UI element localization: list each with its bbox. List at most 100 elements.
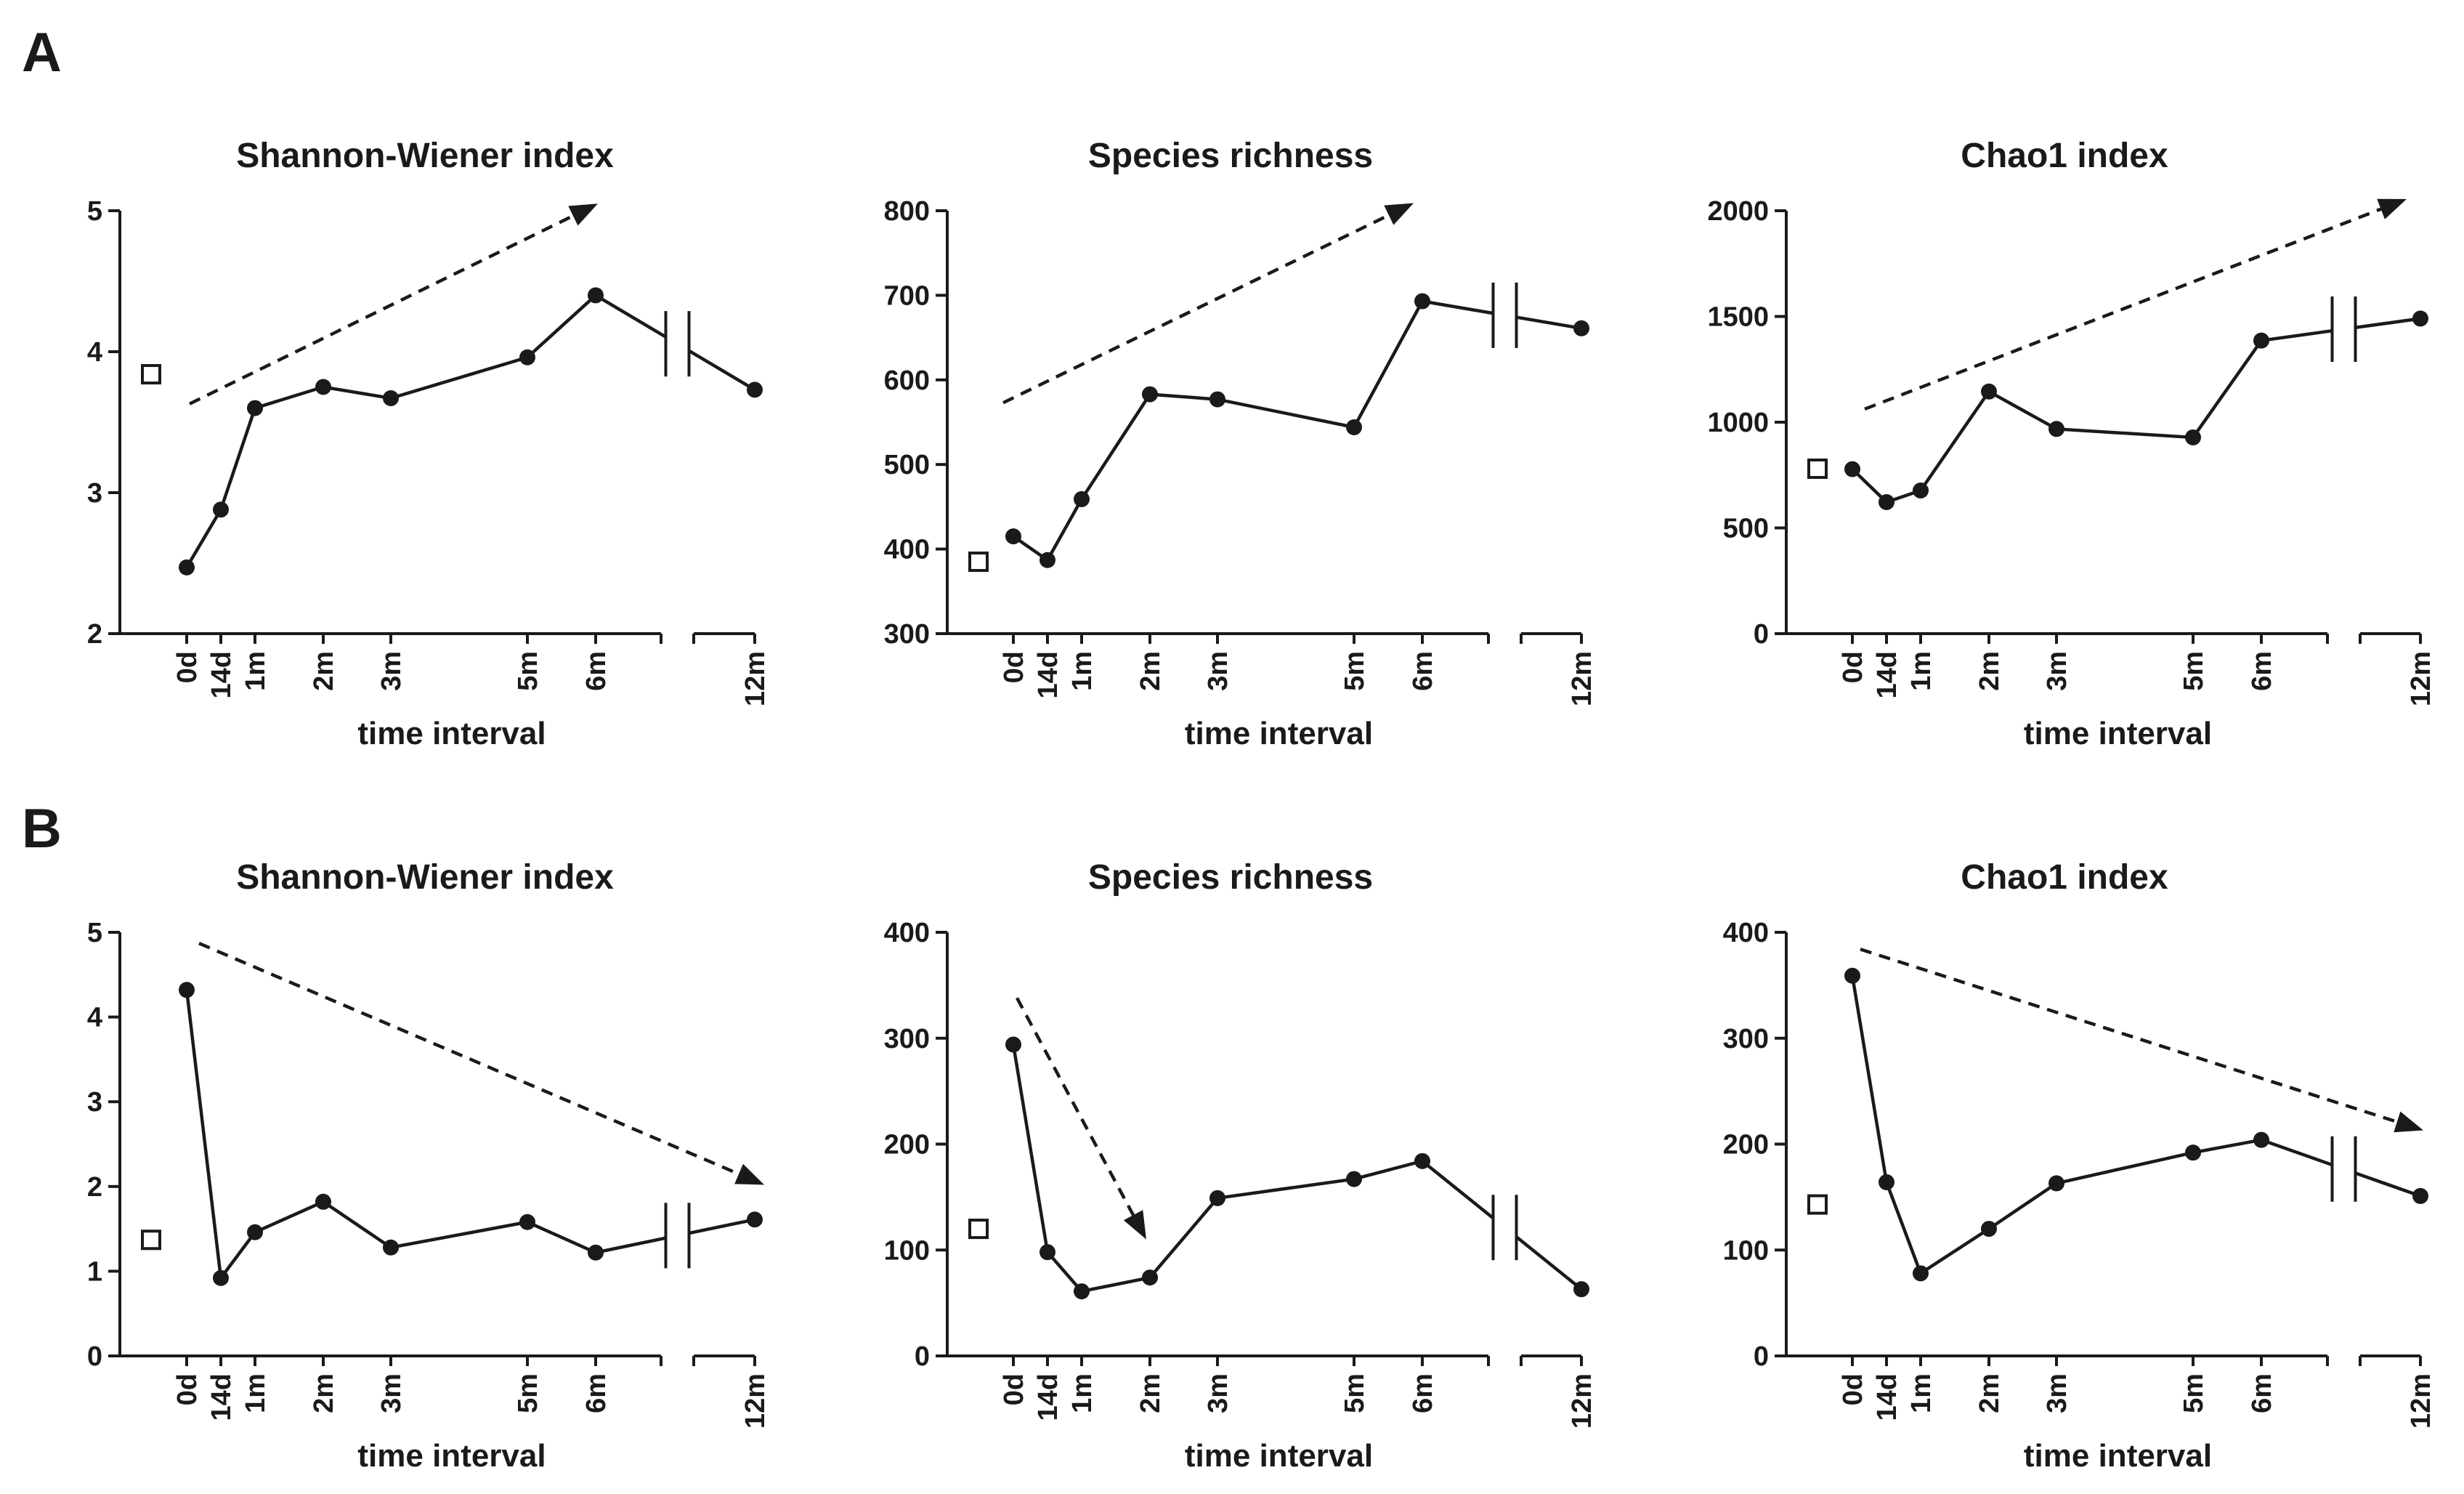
- x-tick-label: 3m: [2042, 1373, 2072, 1413]
- x-tick-label: 12m: [2406, 651, 2436, 706]
- trend-arrow-head: [734, 1163, 764, 1185]
- data-point-0d: [179, 982, 195, 998]
- chart-title: Chao1 index: [1961, 858, 2168, 897]
- x-tick-label: 3m: [1203, 1373, 1233, 1413]
- x-tick-label: 0d: [172, 1373, 203, 1405]
- data-point-2m: [315, 1193, 331, 1210]
- chart-title: Species richness: [1088, 137, 1373, 175]
- y-tick-label: 1: [87, 1256, 102, 1287]
- panel-letter-b: B: [22, 798, 62, 860]
- x-tick-label: 12m: [1567, 651, 1597, 706]
- x-tick-label: 3m: [376, 1373, 407, 1413]
- data-point-12m: [747, 381, 763, 398]
- series-line: [185, 293, 667, 568]
- trend-arrow-head: [568, 203, 598, 226]
- data-point-12m: [1573, 1281, 1589, 1298]
- series-line: [1851, 328, 2333, 504]
- trend-arrow-head: [1384, 203, 1414, 225]
- y-tick-label: 300: [884, 1024, 930, 1054]
- y-tick-label: 600: [884, 366, 930, 396]
- data-point-2m: [1981, 383, 1997, 400]
- data-point-2m: [315, 379, 331, 395]
- chart-4: Shannon-Wiener index 0 1 2 3 4 5 0d 14d 1m 2m 3m 5m 6…: [87, 858, 771, 1474]
- series-line-after-break: [2355, 317, 2421, 330]
- y-tick-label: 4: [87, 337, 102, 368]
- data-point-0d: [1005, 1036, 1021, 1053]
- y-tick-label: 800: [884, 196, 930, 227]
- x-tick-label: 5m: [513, 651, 543, 691]
- data-point-5m: [2185, 429, 2201, 445]
- data-point-5m: [519, 1214, 535, 1230]
- x-tick-label: 1m: [1067, 1373, 1098, 1413]
- series-line: [1850, 975, 2333, 1276]
- x-tick-label: 14d: [1033, 1373, 1063, 1421]
- x-axis-title: time interval: [1185, 1438, 1373, 1474]
- data-point-5m: [519, 349, 535, 366]
- y-tick-label: 5: [87, 918, 102, 948]
- x-tick-label: 14d: [1033, 651, 1063, 698]
- data-point-3m: [2048, 1175, 2064, 1192]
- data-point-14d: [213, 501, 229, 518]
- x-tick-label: 5m: [1340, 651, 1370, 691]
- x-tick-label: 2m: [1135, 1373, 1166, 1413]
- data-point-3m: [1209, 391, 1225, 408]
- data-point-3m: [2048, 421, 2064, 437]
- data-point-0d: [179, 559, 195, 576]
- trend-arrow-head: [1123, 1210, 1146, 1240]
- series-line-after-break: [689, 1218, 755, 1235]
- data-point-1m: [1074, 490, 1090, 507]
- x-tick-label: 1m: [1067, 651, 1098, 691]
- x-tick-label: 3m: [376, 651, 407, 691]
- data-point-1m: [1913, 482, 1929, 498]
- data-point-2m: [1142, 386, 1158, 403]
- trend-arrow-line: [198, 942, 739, 1176]
- y-tick-label: 0: [915, 1341, 930, 1372]
- x-tick-label: 12m: [740, 1373, 771, 1429]
- chart-3: Chao1 index 0 500 1000 1500 2000 0d 14d 1m 2m 3m 5m…: [1707, 137, 2436, 751]
- y-tick-label: 5: [87, 196, 102, 227]
- x-tick-label: 2m: [1974, 1373, 2005, 1413]
- data-point-14d: [1040, 1244, 1055, 1261]
- x-tick-label: 1m: [240, 1373, 271, 1413]
- reference-point: [141, 364, 161, 385]
- x-tick-label: 0d: [1838, 651, 1868, 683]
- x-tick-label: 1m: [240, 651, 271, 691]
- x-tick-label: 14d: [1872, 1373, 1902, 1421]
- y-tick-label: 300: [1723, 1024, 1769, 1054]
- x-tick-label: 2m: [1135, 651, 1166, 691]
- y-tick-label: 100: [1723, 1235, 1769, 1266]
- x-tick-label: 5m: [2179, 651, 2209, 691]
- chart-5: Species richness 0 100 200 300 400 0d 14d 1m 2m 3m…: [884, 858, 1597, 1474]
- x-axis-title: time interval: [2024, 716, 2212, 751]
- data-point-6m: [2253, 332, 2269, 349]
- x-tick-label: 6m: [1408, 651, 1438, 691]
- trend-arrow-line: [1016, 997, 1135, 1216]
- trend-arrow-head: [2377, 198, 2407, 219]
- series-line: [1012, 299, 1494, 562]
- x-tick-label: 3m: [1203, 651, 1233, 691]
- x-tick-label: 2m: [309, 651, 339, 691]
- data-point-5m: [1346, 419, 1362, 435]
- y-tick-label: 3: [87, 1087, 102, 1118]
- data-point-12m: [2412, 1187, 2428, 1204]
- y-tick-label: 400: [1723, 918, 1769, 948]
- chart-title: Chao1 index: [1961, 137, 2168, 175]
- data-point-0d: [1844, 461, 1860, 477]
- data-point-1m: [247, 1224, 263, 1240]
- series-line: [185, 990, 666, 1283]
- x-tick-label: 3m: [2042, 651, 2072, 691]
- y-tick-label: 2: [87, 619, 102, 650]
- y-tick-label: 500: [1723, 514, 1769, 544]
- trend-arrow-line: [1864, 207, 2382, 411]
- trend-arrow-head: [2394, 1111, 2423, 1133]
- x-axis-title: time interval: [357, 1438, 546, 1474]
- data-point-14d: [1879, 493, 1894, 510]
- x-tick-label: 6m: [2247, 651, 2277, 691]
- y-tick-label: 0: [1754, 1341, 1769, 1372]
- reference-point: [1807, 1194, 1828, 1215]
- reference-point: [968, 1219, 989, 1240]
- chart-title: Shannon-Wiener index: [236, 858, 614, 897]
